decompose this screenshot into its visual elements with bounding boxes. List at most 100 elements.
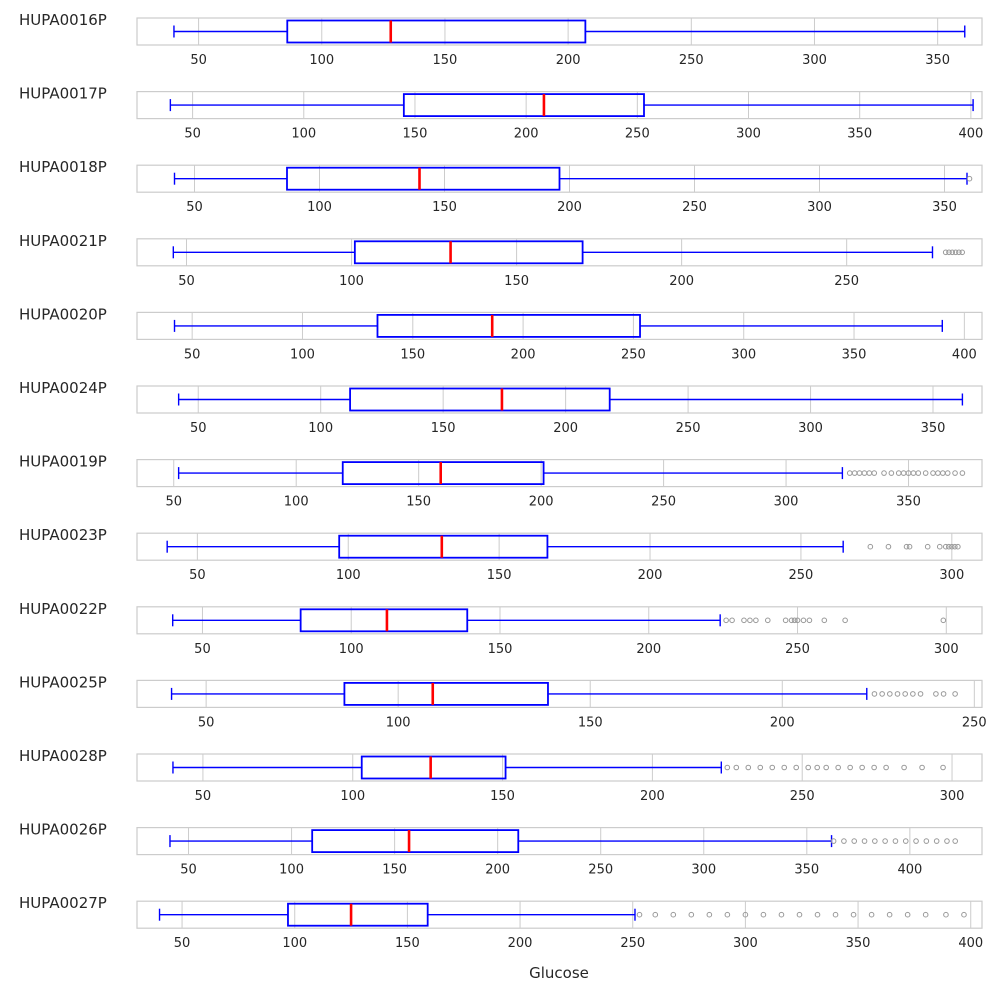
tick-label: 200 — [770, 715, 795, 730]
tick-label: 50 — [180, 863, 197, 878]
outlier-point — [821, 617, 828, 624]
tick-label: 300 — [798, 421, 823, 436]
outlier-point — [882, 838, 888, 844]
row-label: HUPA0022P — [19, 600, 107, 618]
outlier-point — [940, 764, 946, 771]
tick-label: 250 — [651, 495, 676, 510]
outlier-point — [800, 617, 807, 624]
iqr-box — [286, 19, 587, 44]
tick-label: 150 — [406, 495, 431, 510]
tick-label: 250 — [789, 568, 814, 583]
tick-label: 150 — [403, 127, 428, 142]
outlier-point — [924, 543, 931, 550]
outlier-point — [952, 543, 958, 550]
outlier-point — [930, 470, 936, 476]
outlier-point — [830, 838, 837, 844]
outlier-point — [901, 764, 907, 771]
outlier-point — [894, 691, 901, 697]
outlier-point — [850, 911, 857, 918]
tick-label: 350 — [932, 200, 957, 215]
panel-hupa0018p: HUPA0018P 50 100 150 200 250 300 350 — [19, 158, 983, 215]
outlier-point — [764, 617, 771, 624]
panel-hupa0019p: HUPA0019P 50 100 150 200 250 300 350 — [19, 453, 983, 510]
outlier-point — [902, 691, 908, 697]
tick-label: 100 — [309, 53, 334, 68]
outlier-point — [923, 838, 930, 844]
iqr-box — [343, 682, 549, 706]
tick-label: 200 — [556, 53, 581, 68]
outlier-point — [832, 911, 839, 918]
outlier-point — [949, 543, 955, 550]
row-label: HUPA0021P — [19, 232, 107, 250]
tick-label: 350 — [847, 127, 872, 142]
axes-frame — [136, 238, 983, 267]
outlier-point — [940, 691, 947, 697]
tick-label: 300 — [736, 127, 761, 142]
tick-label: 350 — [896, 495, 921, 510]
tick-label: 100 — [308, 421, 333, 436]
row-label: HUPA0023P — [19, 526, 107, 544]
tick-label: 50 — [194, 642, 211, 657]
tick-label: 50 — [198, 715, 215, 730]
outlier-point — [842, 617, 848, 624]
tick-label: 350 — [842, 347, 867, 362]
tick-label: 200 — [557, 200, 582, 215]
outlier-point — [706, 911, 713, 918]
tick-label: 200 — [640, 789, 665, 804]
tick-label: 100 — [284, 495, 309, 510]
outlier-point — [933, 838, 940, 844]
axes-frame — [136, 679, 983, 709]
outlier-point — [946, 543, 952, 550]
tick-label: 200 — [638, 568, 663, 583]
row-label: HUPA0027P — [19, 894, 107, 912]
outlier-point — [922, 470, 929, 476]
panel-hupa0024p: HUPA0024P 50 100 150 200 250 300 350 — [19, 379, 983, 436]
row-label: HUPA0017P — [19, 85, 107, 103]
panel-hupa0026p: HUPA0026P 50 100 150 200 250 300 350 400 — [19, 821, 983, 878]
tick-label: 50 — [190, 53, 207, 68]
tick-label: 150 — [400, 347, 425, 362]
outlier-point — [922, 911, 929, 918]
tick-label: 150 — [395, 936, 420, 951]
tick-label: 250 — [621, 347, 646, 362]
row-label: HUPA0026P — [19, 821, 107, 839]
outlier-point — [846, 470, 853, 476]
iqr-box — [376, 313, 641, 338]
panel-hupa0016p: HUPA0016P 50 100 150 200 250 300 350 — [19, 11, 983, 68]
tick-label: 200 — [636, 642, 661, 657]
tick-label: 50 — [195, 789, 212, 804]
outlier-point — [791, 617, 798, 624]
tick-label: 250 — [620, 936, 645, 951]
tick-label: 100 — [291, 127, 316, 142]
outlier-point — [906, 543, 913, 550]
row-label: HUPA0028P — [19, 747, 107, 765]
outlier-point — [753, 617, 759, 624]
tick-label: 50 — [178, 274, 195, 289]
axes-frame — [136, 532, 983, 561]
iqr-box — [299, 608, 469, 633]
outlier-point — [946, 249, 952, 256]
iqr-box — [360, 755, 507, 780]
outlier-point — [943, 911, 949, 918]
tick-label: 400 — [958, 127, 983, 142]
outlier-point — [760, 911, 767, 918]
outlier-point — [887, 691, 893, 697]
tick-label: 50 — [186, 200, 203, 215]
tick-label: 300 — [731, 347, 756, 362]
outlier-point — [952, 838, 959, 844]
axes-frame — [136, 385, 983, 414]
outlier-point — [814, 764, 820, 771]
outlier-point — [769, 764, 776, 771]
tick-label: 200 — [514, 127, 539, 142]
tick-label: 300 — [807, 200, 832, 215]
row-label: HUPA0024P — [19, 379, 107, 397]
outlier-point — [670, 911, 677, 918]
outlier-point — [794, 617, 801, 624]
iqr-box — [338, 534, 549, 559]
tick-label: 50 — [190, 421, 207, 436]
outlier-point — [859, 764, 865, 771]
tick-label: 50 — [189, 568, 206, 583]
tick-label: 150 — [490, 789, 515, 804]
outlier-point — [636, 911, 643, 918]
iqr-box — [353, 240, 584, 265]
